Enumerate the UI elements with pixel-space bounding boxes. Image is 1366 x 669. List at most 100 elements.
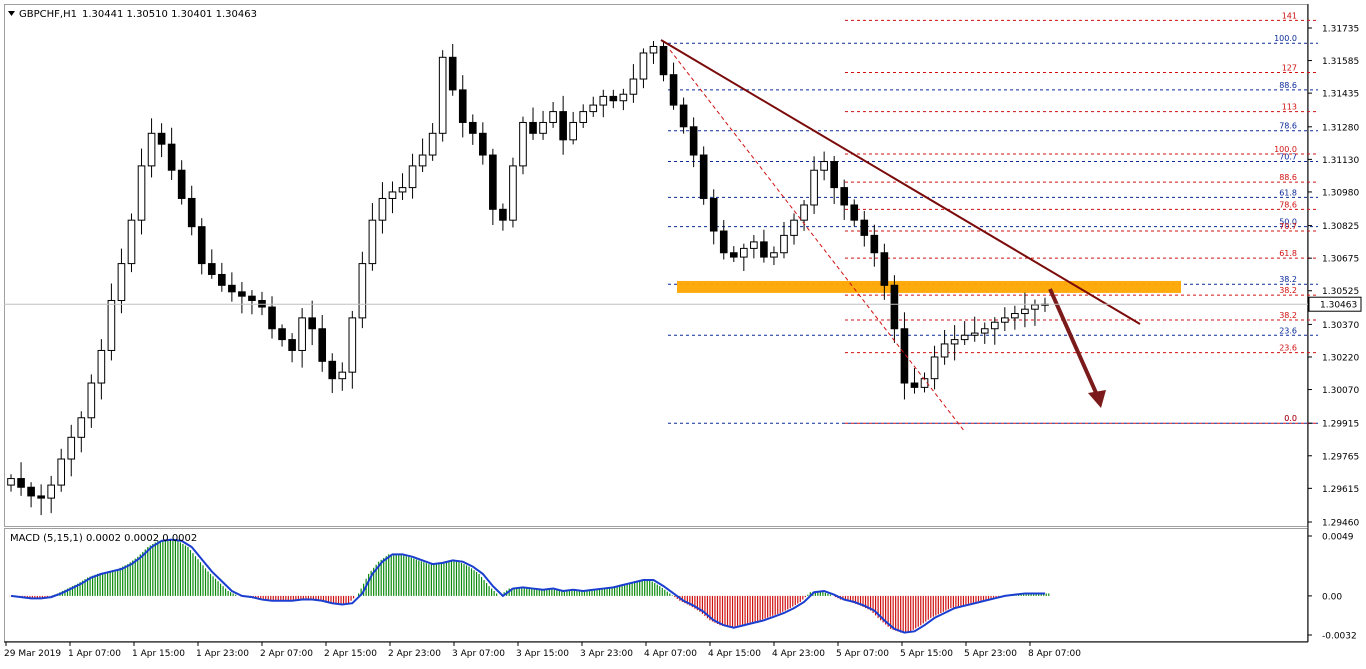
candle-bear [760, 241, 768, 258]
macd-tick-label: -0.0032 [1322, 632, 1357, 642]
time-tick-label: 4 Apr 23:00 [772, 649, 825, 659]
fib-label-blue: 88.6 [1279, 81, 1297, 90]
candle-bear [840, 187, 849, 206]
fib-label-blue: 70.7 [1279, 153, 1297, 162]
arrow-shaft [1048, 288, 1099, 396]
candle-bull [418, 154, 427, 167]
candle-bear [669, 74, 678, 106]
candle-bull [950, 339, 959, 345]
time-tick-label: 2 Apr 23:00 [388, 649, 441, 659]
candle-bear [719, 230, 728, 254]
current-price-box [1308, 296, 1362, 312]
candle-bear [699, 154, 708, 199]
candle-bear [228, 284, 236, 293]
candle-bear [278, 328, 286, 341]
candle-bear [197, 226, 206, 265]
fib-label-red: 88.6 [1279, 173, 1297, 182]
time-tick-label: 1 Apr 23:00 [196, 649, 249, 659]
candle-bear [729, 252, 738, 258]
candle-bull [107, 300, 116, 351]
candle-bear [308, 317, 316, 330]
candle-bull [358, 263, 367, 319]
time-tick-label: 5 Apr 07:00 [836, 649, 889, 659]
candle-bear [37, 495, 45, 499]
time-tick-label: 3 Apr 23:00 [580, 649, 633, 659]
candle-bear [167, 143, 176, 171]
price-tick-label: 1.31435 [1322, 90, 1359, 100]
candle-bull [117, 263, 126, 302]
fib-label-red: 70.7 [1279, 222, 1297, 231]
time-tick-label: 4 Apr 15:00 [708, 649, 761, 659]
candle-bear [17, 478, 25, 488]
price-tick-label: 1.29915 [1322, 420, 1359, 430]
candle-bear [238, 291, 246, 297]
candle-bull [629, 78, 638, 95]
candle-bear [468, 121, 477, 134]
candle-bull [67, 436, 76, 460]
time-tick-label: 2 Apr 15:00 [324, 649, 377, 659]
candle-bear [187, 197, 196, 228]
ohlc-label: 1.30441 1.30510 1.30401 1.30463 [82, 9, 257, 20]
candle-bull [990, 321, 999, 330]
macd-tick-label: 0.0049 [1322, 533, 1354, 543]
time-tick-label: 8 Apr 07:00 [1028, 649, 1081, 659]
candle-bull [960, 334, 969, 341]
candle-bull [57, 458, 66, 486]
candle-bull [639, 52, 648, 80]
candle-bear [609, 95, 618, 102]
candle-bull [47, 484, 55, 499]
price-tick-label: 1.30525 [1322, 287, 1359, 297]
fib-label-red: 61.8 [1279, 249, 1297, 258]
candle-bull [77, 417, 86, 438]
time-tick-label: 3 Apr 15:00 [516, 649, 569, 659]
fib-label-red: 113 [1282, 103, 1297, 112]
fib-label-red: 141 [1282, 11, 1297, 20]
fib-label-red: 38.2 [1279, 311, 1297, 320]
candle-bull [649, 45, 658, 54]
candle-bull [428, 132, 437, 156]
price-tick-label: 1.30825 [1322, 222, 1359, 232]
candle-bull [7, 478, 15, 486]
price-tick-label: 1.31280 [1322, 123, 1359, 133]
time-tick-label: 1 Apr 07:00 [68, 649, 121, 659]
time-axis: 29 Mar 2019 1 Apr 07:00 1 Apr 15:00 1 Apr 2… [4, 642, 1081, 659]
candle-bull [780, 234, 788, 254]
candle-bull [1021, 308, 1029, 315]
candle-bear [659, 45, 668, 76]
fib-label-red: 100.0 [1274, 145, 1297, 154]
price-tick-label: 1.30070 [1322, 386, 1359, 396]
candle-bear [218, 273, 226, 286]
candle-bull [348, 317, 357, 373]
candle-bull [338, 371, 347, 380]
candle-bull [740, 247, 748, 258]
candle-bear [489, 154, 497, 210]
current-price-label: 1.30463 [1320, 301, 1357, 311]
triangle-down-icon[interactable] [8, 11, 15, 16]
candle-bear [559, 111, 567, 141]
fib-label-blue: 0.0 [1284, 414, 1297, 423]
candles [7, 40, 1049, 516]
fib-label-red: 127 [1282, 64, 1297, 73]
candle-bull [790, 219, 798, 236]
fib-label-blue: 78.6 [1279, 122, 1297, 131]
candle-bull [378, 197, 387, 221]
candle-bull [940, 343, 949, 358]
price-tick-label: 1.31585 [1322, 57, 1359, 67]
time-tick-label: 29 Mar 2019 [4, 649, 61, 659]
candle-bull [970, 332, 979, 336]
candle-bull [1031, 304, 1039, 310]
price-tick-label: 1.31130 [1322, 156, 1359, 166]
candle-bull [127, 219, 136, 265]
candle-bull [569, 121, 577, 141]
time-tick-label: 3 Apr 07:00 [452, 649, 505, 659]
candle-bull [750, 241, 758, 249]
candle-bear [870, 234, 879, 254]
price-tick-label: 1.30980 [1322, 188, 1359, 198]
candle-bull [980, 328, 989, 334]
resistance-zone [677, 280, 1181, 293]
time-tick-label: 2 Apr 07:00 [260, 649, 313, 659]
candle-bull [1011, 313, 1019, 319]
candle-bull [398, 187, 407, 193]
